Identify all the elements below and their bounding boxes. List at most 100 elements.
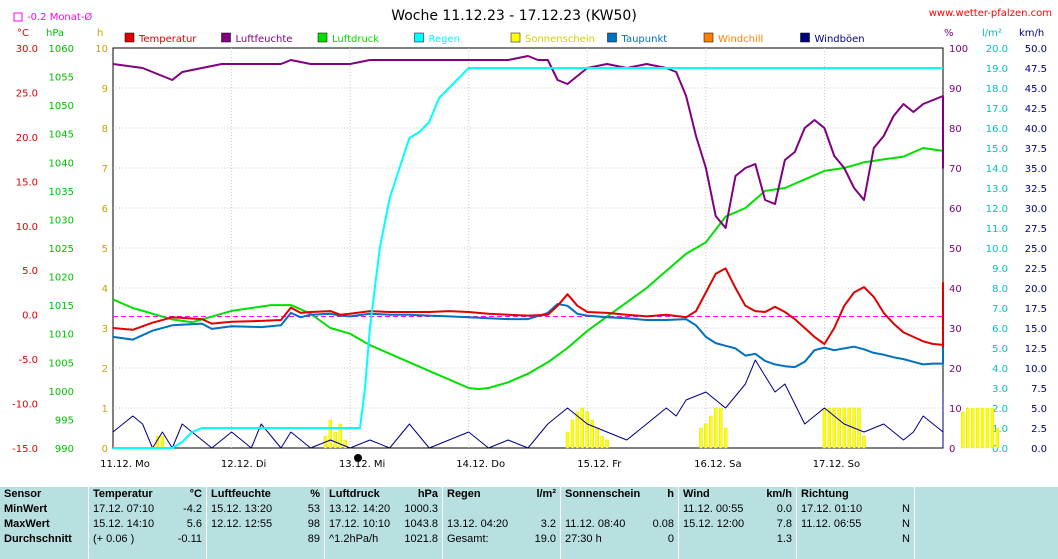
stats-max-label: MaxWert bbox=[4, 518, 50, 530]
chart-canvas: Woche 11.12.23 - 17.12.23 (KW50) www.wet… bbox=[12, 8, 1052, 470]
legend-label: Windböen bbox=[815, 34, 865, 45]
sun-tick: 0 bbox=[102, 444, 108, 455]
hpa-tick: 1040 bbox=[49, 158, 74, 169]
temp-tick: 10.0 bbox=[16, 222, 38, 233]
rain-tick: 10.0 bbox=[986, 244, 1008, 255]
wind-tick: 12.5 bbox=[1025, 344, 1047, 355]
pressure-line bbox=[112, 139, 944, 391]
dir-min-time: 17.12. 01:10 bbox=[801, 503, 863, 515]
legend-swatch bbox=[221, 32, 231, 43]
hpa-tick: 1060 bbox=[49, 44, 74, 55]
rain-tick: 17.0 bbox=[986, 104, 1008, 115]
grid bbox=[112, 47, 944, 449]
stats-col-temperature: Temperatur °C 17.12. 07:10 -4.2 15.12. 14:… bbox=[89, 487, 206, 559]
hpa-tick: 1050 bbox=[49, 101, 74, 112]
hum-avg-val: 89 bbox=[307, 533, 320, 545]
wind-title: Wind bbox=[683, 488, 710, 500]
sun-tick: 10 bbox=[95, 44, 108, 55]
hpa-tick: 1045 bbox=[49, 130, 74, 141]
sunshine-bar bbox=[585, 411, 589, 449]
sun-tick: 9 bbox=[102, 84, 108, 95]
humidity-line bbox=[112, 55, 944, 229]
wind-tick: 27.5 bbox=[1025, 224, 1047, 235]
temp-max-time: 15.12. 14:10 bbox=[93, 518, 155, 530]
sun-tick: 2 bbox=[102, 364, 108, 375]
rain-tick: 20.0 bbox=[986, 44, 1008, 55]
wind-tick: 32.5 bbox=[1025, 184, 1047, 195]
temp-title: Temperatur bbox=[93, 488, 153, 500]
hum-title: Luftfeuchte bbox=[211, 488, 271, 500]
sunshine-bar bbox=[600, 435, 604, 449]
press-max-val: 1043.8 bbox=[404, 518, 438, 530]
sun-total-val: 0 bbox=[667, 533, 674, 545]
hpa-tick: 1015 bbox=[49, 301, 74, 312]
legend-swatch bbox=[510, 32, 521, 43]
sunshine-bar bbox=[570, 419, 575, 449]
day-label: 17.12. So bbox=[813, 459, 860, 470]
legend-swatch bbox=[800, 32, 810, 43]
wind-gust-line bbox=[112, 359, 944, 449]
wind-min-val: 0.0 bbox=[776, 503, 792, 515]
hpa-tick: 1055 bbox=[49, 73, 74, 84]
temperature-line bbox=[112, 267, 944, 348]
legend-label: Temperatur bbox=[138, 34, 197, 45]
rain-tick: 2.0 bbox=[992, 404, 1008, 415]
stats-col-pressure: Luftdruck hPa 13.12. 14:20 1000.3 17.12. 1… bbox=[325, 487, 442, 559]
sun-title: Sonnenschein bbox=[565, 488, 641, 500]
sunshine-bar bbox=[847, 407, 851, 449]
stats-col-sensor: Sensor MinWert MaxWert Durchschnitt bbox=[0, 487, 88, 559]
dir-min-val: N bbox=[902, 503, 910, 515]
wind-tick: 40.0 bbox=[1025, 124, 1047, 135]
sunshine-bar bbox=[565, 431, 570, 449]
temp-max-val: 5.6 bbox=[186, 518, 202, 530]
humidity-tick: 10 bbox=[949, 404, 962, 415]
rain-tick: 0.0 bbox=[992, 444, 1008, 455]
stats-separator bbox=[560, 487, 561, 559]
wind-tick: 45.0 bbox=[1025, 84, 1047, 95]
sunshine-bar bbox=[719, 407, 723, 449]
wind-max-val: 7.8 bbox=[776, 518, 792, 530]
stats-separator bbox=[796, 487, 797, 559]
press-title: Luftdruck bbox=[329, 488, 380, 500]
sunshine-bar bbox=[961, 411, 965, 449]
temp-tick: -15.0 bbox=[12, 444, 38, 455]
temp-unit: °C bbox=[189, 488, 202, 500]
wind-unit: km/h bbox=[766, 488, 792, 500]
rain-tick: 7.0 bbox=[992, 304, 1008, 315]
unit-celsius: °C bbox=[17, 28, 29, 39]
press-avg-note: ^1.2hPa/h bbox=[329, 533, 379, 545]
temp-min-val: -4.2 bbox=[183, 503, 202, 515]
wind-tick: 47.5 bbox=[1025, 64, 1047, 75]
dewpoint-line bbox=[112, 303, 944, 369]
axes: 30.025.020.015.010.05.00.0-5.0-10.0-15.0… bbox=[12, 44, 1047, 470]
stats-col-humidity: Luftfeuchte% 15.12. 13:20 53 12.12. 12:55… bbox=[207, 487, 324, 559]
unit-hours: h bbox=[97, 28, 103, 39]
dir-title: Richtung bbox=[801, 488, 849, 500]
stats-col-rain: Regen l/m² 13.12. 04:20 3.2 Gesamt: 19.0 bbox=[443, 487, 560, 559]
sunshine-bar bbox=[709, 415, 713, 449]
stats-separator bbox=[324, 487, 325, 559]
sunshine-bar bbox=[832, 407, 836, 449]
stats-min-label: MinWert bbox=[4, 503, 48, 515]
wind-tick: 10.0 bbox=[1025, 364, 1047, 375]
rain-tick: 16.0 bbox=[986, 124, 1008, 135]
unit-percent: % bbox=[944, 28, 954, 39]
rain-line bbox=[113, 67, 943, 449]
sunshine-bar bbox=[985, 407, 990, 449]
press-unit: hPa bbox=[417, 488, 438, 500]
humidity-tick: 40 bbox=[949, 284, 962, 295]
temp-tick: 25.0 bbox=[16, 88, 38, 99]
rain-tick: 1.0 bbox=[992, 424, 1008, 435]
wind-tick: 35.0 bbox=[1025, 164, 1047, 175]
sunshine-bar bbox=[827, 407, 832, 449]
wind-tick: 25.0 bbox=[1025, 244, 1047, 255]
sun-tick: 4 bbox=[102, 284, 108, 295]
sunshine-bar bbox=[975, 407, 980, 449]
rain-tick: 4.0 bbox=[992, 364, 1008, 375]
hpa-tick: 1000 bbox=[49, 387, 74, 398]
temp-tick: 30.0 bbox=[16, 44, 38, 55]
sunshine-bar bbox=[575, 411, 580, 449]
day-label: 11.12. Mo bbox=[100, 459, 150, 470]
rain-tick: 19.0 bbox=[986, 64, 1008, 75]
hpa-tick: 1005 bbox=[49, 358, 74, 369]
